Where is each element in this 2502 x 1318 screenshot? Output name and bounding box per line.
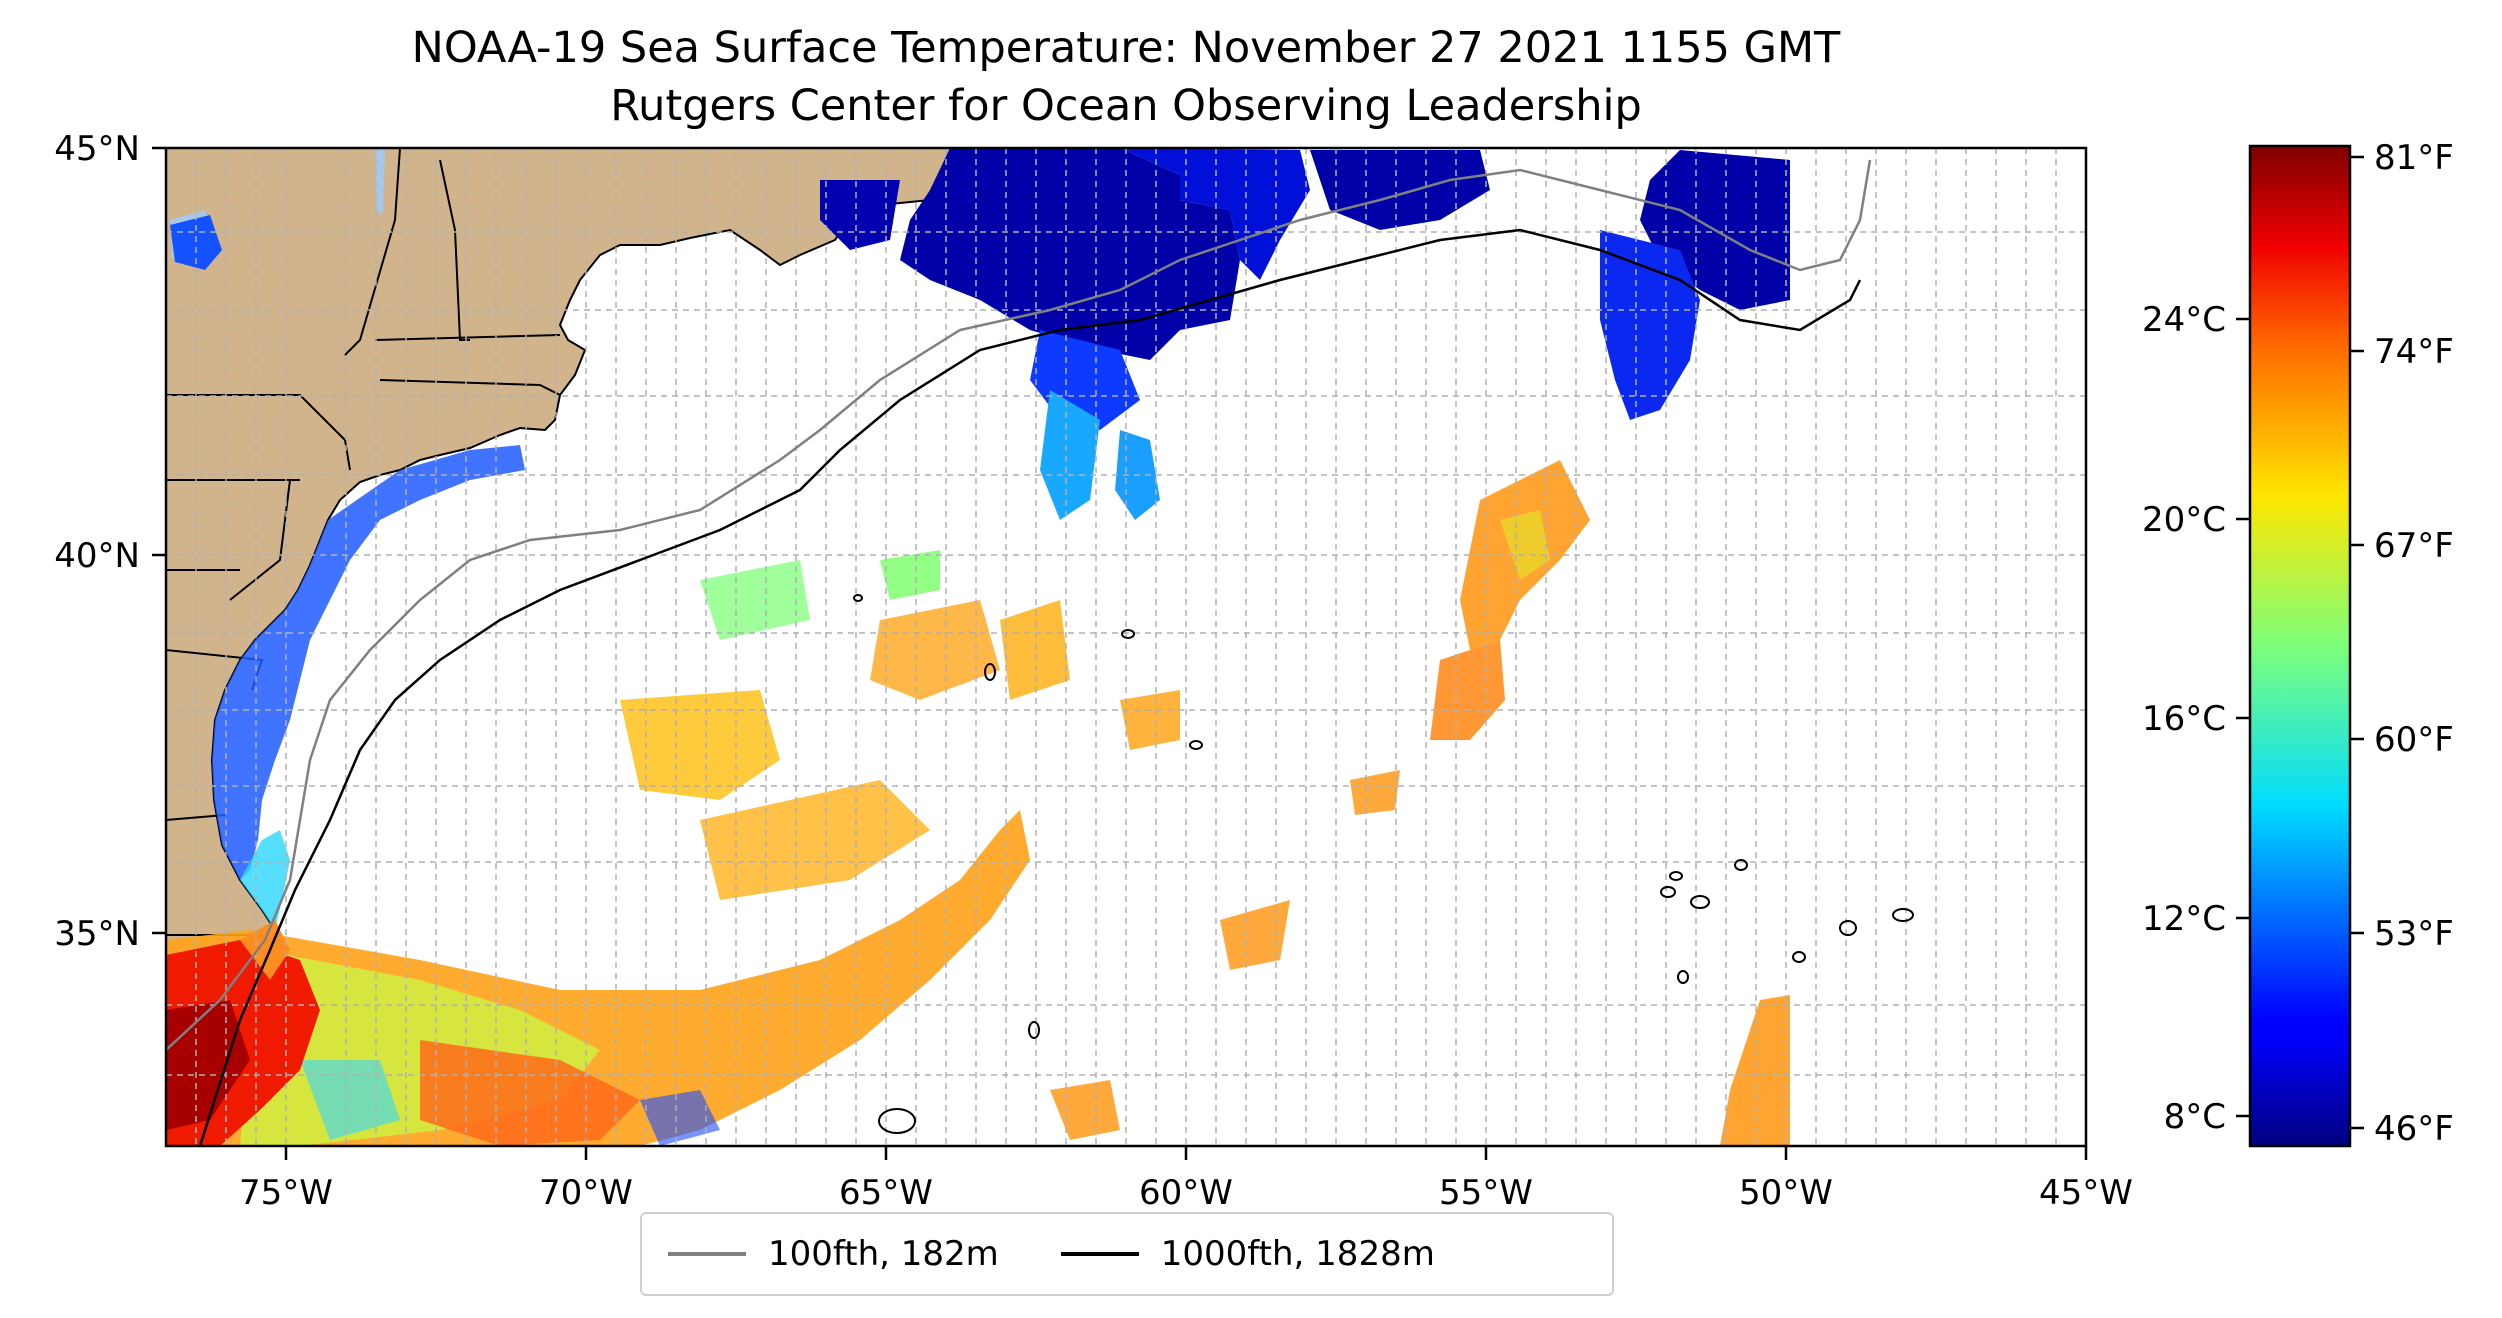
map-subtitle: Rutgers Center for Ocean Observing Leade… xyxy=(610,81,1642,131)
colorbar xyxy=(2248,144,2352,1148)
legend-label: 100fth, 182m xyxy=(768,1234,999,1274)
x-tick-label: 65°W xyxy=(839,1173,933,1213)
fahrenheit-label: 46°F xyxy=(2374,1109,2454,1149)
colorbar-celsius-labels: 24°C 20°C 16°C 12°C 8°C xyxy=(2142,300,2226,1137)
fahrenheit-label: 81°F xyxy=(2374,138,2454,178)
celsius-label: 12°C xyxy=(2142,899,2226,939)
sst-gulf-stream xyxy=(166,810,1030,1146)
y-tick-labels: 45°N 40°N 35°N xyxy=(54,129,140,954)
seamount-contours xyxy=(853,594,1914,1134)
x-tick-label: 55°W xyxy=(1439,1173,1533,1213)
celsius-label: 8°C xyxy=(2164,1097,2226,1137)
gridlines-lat xyxy=(166,231,2086,1076)
celsius-label: 20°C xyxy=(2142,500,2226,540)
x-tick-label: 70°W xyxy=(539,1173,633,1213)
fahrenheit-label: 53°F xyxy=(2374,914,2454,954)
fahrenheit-label: 74°F xyxy=(2374,332,2454,372)
legend-label: 1000fth, 1828m xyxy=(1160,1234,1435,1274)
map-legend: 100fth, 182m 1000fth, 1828m xyxy=(640,1212,1614,1296)
legend-swatch-black xyxy=(1060,1252,1139,1256)
y-tick-label: 40°N xyxy=(54,536,140,576)
map-content xyxy=(166,148,2086,1146)
x-tick-labels: 75°W 70°W 65°W 60°W 55°W 50°W 45°W xyxy=(239,1173,2133,1213)
isobath-100fth-line xyxy=(166,159,1872,1051)
gridlines xyxy=(195,148,2057,1146)
legend-item-1000fth: 1000fth, 1828m xyxy=(1060,1234,1435,1274)
isobath-1000fth-line xyxy=(198,228,1862,1146)
y-tick-label: 45°N xyxy=(54,129,140,169)
map-frame xyxy=(164,146,2088,1148)
x-tick-label: 75°W xyxy=(239,1173,333,1213)
colorbar-fahrenheit-labels: 81°F 74°F 67°F 60°F 53°F 46°F xyxy=(2374,138,2454,1149)
x-tick-label: 45°W xyxy=(2039,1173,2133,1213)
sst-coastal-band xyxy=(170,215,525,930)
fahrenheit-label: 60°F xyxy=(2374,720,2454,760)
axis-ticks xyxy=(152,146,2088,1160)
y-tick-label: 35°N xyxy=(54,914,140,954)
x-tick-label: 50°W xyxy=(1739,1173,1833,1213)
fahrenheit-label: 67°F xyxy=(2374,526,2454,566)
celsius-label: 24°C xyxy=(2142,300,2226,340)
colorbar-ticks xyxy=(2236,155,2364,1130)
celsius-label: 16°C xyxy=(2142,699,2226,739)
legend-item-100fth: 100fth, 182m xyxy=(668,1234,999,1274)
x-tick-label: 60°W xyxy=(1139,1173,1233,1213)
legend-swatch-gray xyxy=(668,1252,746,1256)
map-title: NOAA-19 Sea Surface Temperature: Novembe… xyxy=(411,23,1841,73)
lake xyxy=(375,150,385,215)
sst-hot-region xyxy=(166,920,320,1146)
